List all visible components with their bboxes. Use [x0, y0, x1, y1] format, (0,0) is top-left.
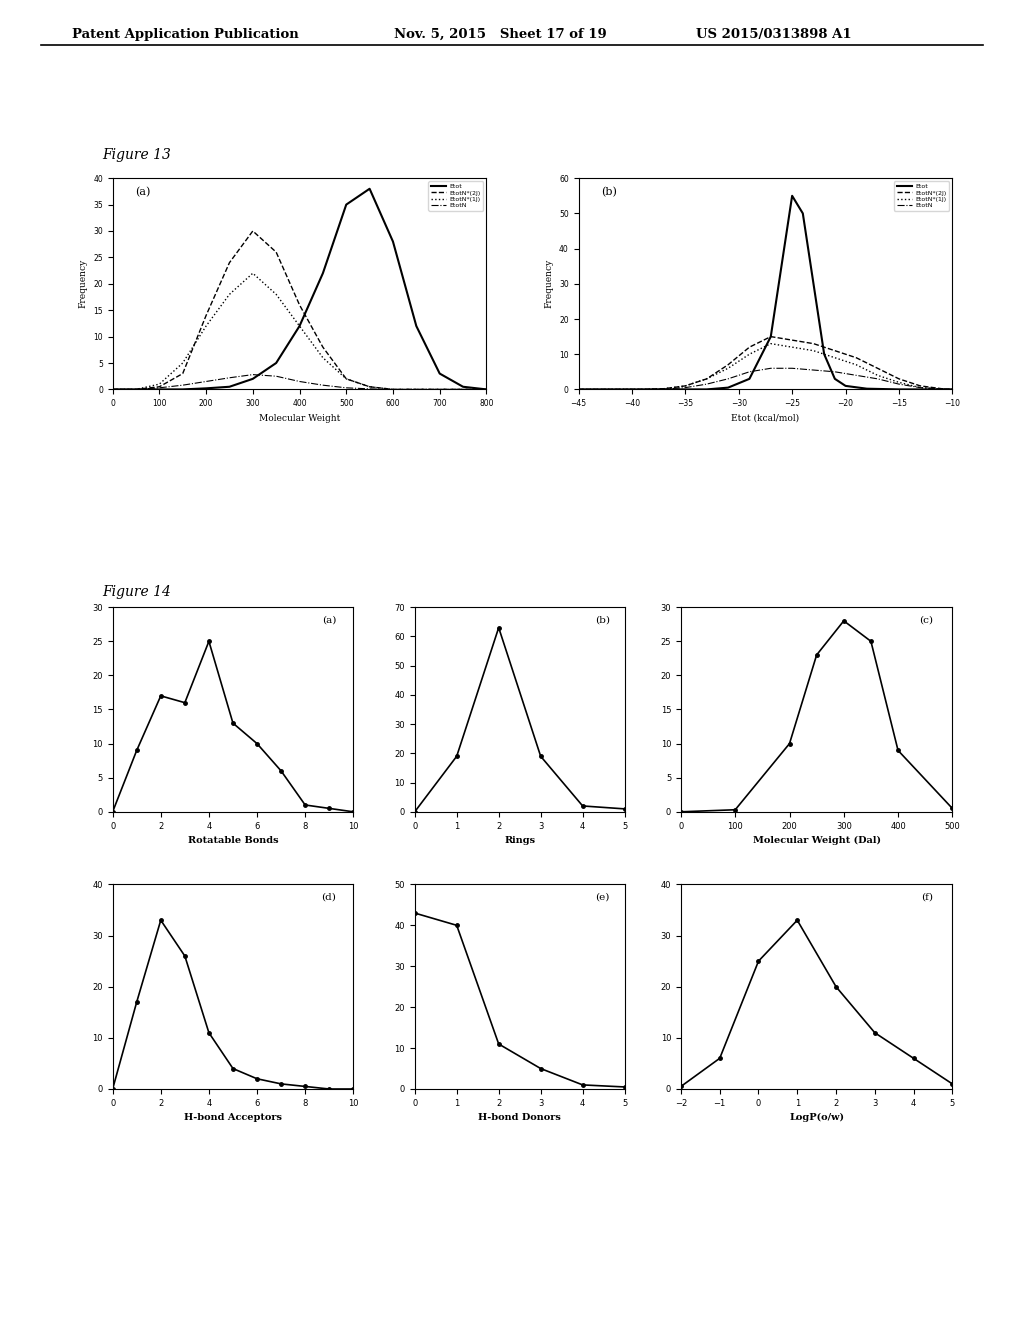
Y-axis label: Frequency: Frequency — [545, 259, 554, 309]
Text: (c): (c) — [920, 615, 933, 624]
Text: (a): (a) — [323, 615, 337, 624]
Text: Figure 14: Figure 14 — [102, 585, 171, 599]
Text: (e): (e) — [596, 892, 610, 902]
X-axis label: Molecular Weight: Molecular Weight — [259, 413, 340, 422]
Text: (b): (b) — [601, 186, 616, 197]
Text: (a): (a) — [135, 186, 151, 197]
X-axis label: Rotatable Bonds: Rotatable Bonds — [187, 836, 279, 845]
Text: Patent Application Publication: Patent Application Publication — [72, 28, 298, 41]
Y-axis label: Frequency: Frequency — [79, 259, 88, 309]
Legend: Etot, EtotN*(2J), EtotN*(1J), EtotN: Etot, EtotN*(2J), EtotN*(1J), EtotN — [894, 181, 949, 211]
Text: (b): (b) — [595, 615, 610, 624]
Text: (f): (f) — [922, 892, 933, 902]
X-axis label: Rings: Rings — [504, 836, 536, 845]
X-axis label: Molecular Weight (Dal): Molecular Weight (Dal) — [753, 836, 881, 845]
X-axis label: H-bond Donors: H-bond Donors — [478, 1113, 561, 1122]
X-axis label: Etot (kcal/mol): Etot (kcal/mol) — [731, 413, 800, 422]
X-axis label: LogP(o/w): LogP(o/w) — [790, 1113, 844, 1122]
Text: US 2015/0313898 A1: US 2015/0313898 A1 — [696, 28, 852, 41]
Text: (d): (d) — [322, 892, 337, 902]
Text: Nov. 5, 2015   Sheet 17 of 19: Nov. 5, 2015 Sheet 17 of 19 — [394, 28, 607, 41]
Legend: Etot, EtotN*(2J), EtotN*(1J), EtotN: Etot, EtotN*(2J), EtotN*(1J), EtotN — [428, 181, 483, 211]
X-axis label: H-bond Acceptors: H-bond Acceptors — [184, 1113, 282, 1122]
Text: Figure 13: Figure 13 — [102, 148, 171, 162]
